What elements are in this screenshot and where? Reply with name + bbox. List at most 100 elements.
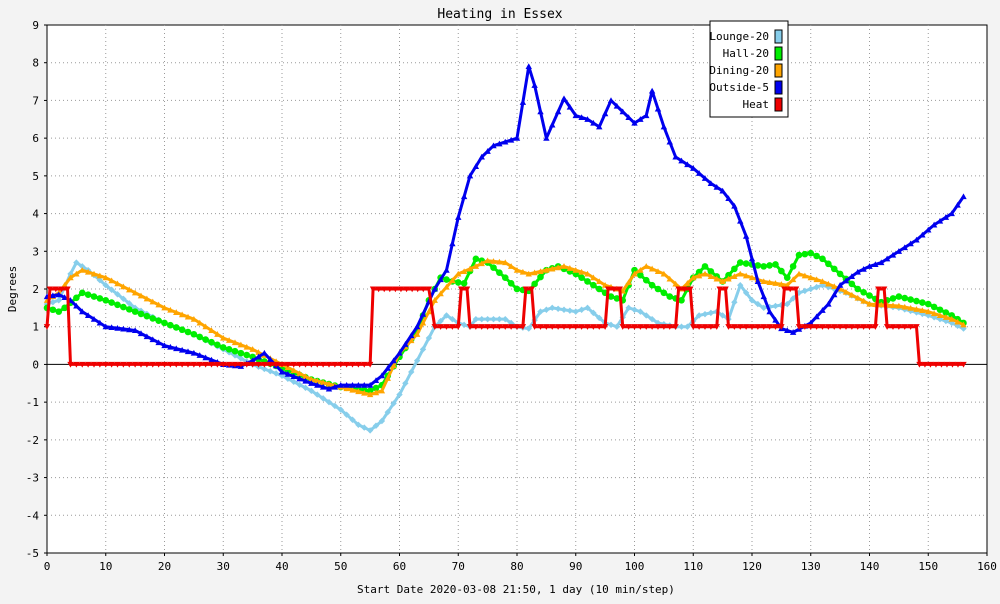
data-point [522,286,530,293]
data-point [513,266,521,273]
data-point [178,346,186,353]
data-point [290,378,297,385]
data-point [49,306,57,314]
data-point [722,286,729,293]
data-point [79,266,86,273]
data-point [842,324,850,330]
data-point [525,270,532,277]
data-point [302,373,309,380]
data-point [102,297,110,304]
data-point [496,140,503,147]
data-point [786,286,794,293]
data-point [554,108,562,115]
data-point [214,361,221,368]
data-point [860,289,867,296]
data-point [149,298,156,305]
data-point [819,307,826,313]
data-point [431,285,438,292]
data-point [819,278,826,285]
data-point [678,157,685,164]
data-point [631,270,638,277]
data-point [202,323,209,330]
data-point [919,231,926,238]
data-point [531,324,538,330]
data-point [319,383,327,390]
data-point [361,389,368,396]
data-point [572,308,579,315]
data-point [454,279,462,286]
data-point [925,308,932,315]
data-point [554,305,562,312]
data-point [789,295,797,302]
data-point [878,301,885,308]
data-point [460,321,468,329]
data-point [431,297,438,303]
data-point [560,324,568,330]
data-point [490,258,497,264]
data-point [466,265,474,272]
data-point [225,346,233,353]
data-point [490,264,497,271]
data-point [161,304,168,311]
data-point [237,341,245,348]
data-point [366,361,374,368]
data-point [155,361,162,368]
data-point [560,263,568,269]
data-point [643,112,650,119]
data-point [319,379,327,386]
y-tick-label: 0 [32,358,39,371]
data-point [825,260,832,268]
data-point [596,278,603,285]
data-point [687,286,694,293]
data-point [90,361,98,368]
data-point [713,324,720,330]
data-point [875,286,882,293]
data-point [549,121,556,128]
data-point [901,244,908,251]
data-point [616,286,624,293]
data-point [484,148,491,154]
data-point [425,286,433,293]
data-point [46,286,54,293]
data-point [860,297,867,304]
data-point [784,327,791,334]
data-point [255,353,262,360]
data-point [173,345,180,352]
data-point [219,344,227,351]
data-point [302,377,309,384]
data-point [272,361,280,368]
data-point [490,315,497,323]
data-point [654,105,662,112]
data-point [408,337,415,344]
data-point [613,102,621,109]
data-point [231,361,239,368]
legend-swatch [774,46,783,61]
data-point [672,280,679,287]
data-point [560,306,568,313]
data-point [648,281,656,289]
data-point [120,295,127,303]
data-point [484,257,491,264]
data-point [927,361,934,368]
data-point [830,265,838,273]
data-point [643,312,650,319]
data-point [284,371,292,377]
data-point [913,324,920,330]
data-point [308,380,315,386]
data-point [924,300,932,308]
data-point [319,361,327,368]
data-point [584,278,591,285]
data-point [173,361,180,368]
data-point [866,324,873,330]
data-point [684,323,691,330]
data-point [766,308,773,315]
data-point [390,362,397,369]
data-point [419,310,427,317]
data-point [343,411,350,418]
data-point [343,361,350,368]
y-tick-label: -4 [26,509,40,522]
data-point [681,286,688,293]
data-point [108,286,115,293]
data-point [61,304,68,312]
x-tick-label: 70 [452,560,465,573]
